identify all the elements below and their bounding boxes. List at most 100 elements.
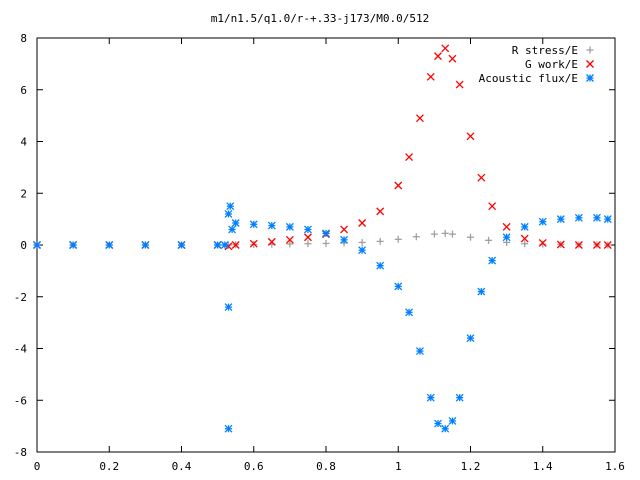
data-point bbox=[574, 213, 583, 222]
data-point bbox=[448, 230, 456, 238]
x-tick-label: 1.4 bbox=[533, 460, 553, 473]
chart-title: m1/n1.5/q1.0/r-+.33-j173/M0.0/512 bbox=[211, 12, 430, 25]
data-point bbox=[538, 238, 547, 247]
data-point bbox=[224, 424, 233, 433]
data-point bbox=[415, 347, 424, 356]
data-point bbox=[412, 233, 420, 241]
data-point bbox=[466, 334, 475, 343]
data-point bbox=[574, 241, 583, 249]
data-point bbox=[603, 241, 612, 249]
data-point bbox=[394, 235, 402, 243]
data-point bbox=[303, 225, 312, 234]
axis-tick-labels: 0 0.2 0.4 0.6 0.8 1 1.2 1.4 1.6 -8 -6 -4 -2 0 2 4 6 8 bbox=[14, 32, 625, 473]
y-tick-label: 8 bbox=[20, 32, 27, 45]
x-tick-label: 1.2 bbox=[461, 460, 481, 473]
y-tick-label: -6 bbox=[14, 394, 27, 407]
data-point bbox=[556, 240, 565, 249]
data-point bbox=[415, 114, 424, 123]
data-point bbox=[304, 240, 312, 248]
data-point bbox=[394, 181, 403, 190]
data-point bbox=[285, 235, 294, 244]
x-tick-label: 0.6 bbox=[244, 460, 264, 473]
series-2 bbox=[33, 202, 612, 433]
y-tick-label: 2 bbox=[20, 187, 27, 200]
legend-label: Acoustic flux/E bbox=[479, 72, 578, 85]
data-point bbox=[231, 219, 240, 227]
data-point bbox=[603, 215, 612, 224]
data-point bbox=[226, 202, 235, 211]
data-point bbox=[228, 225, 237, 234]
y-tick-label: 6 bbox=[20, 84, 27, 97]
y-tick-label: -8 bbox=[14, 446, 27, 459]
data-point bbox=[249, 239, 258, 248]
data-point bbox=[177, 241, 186, 249]
data-point bbox=[340, 235, 349, 244]
data-point bbox=[488, 256, 497, 265]
data-point bbox=[477, 173, 486, 182]
data-point bbox=[426, 72, 435, 81]
x-tick-label: 0.2 bbox=[99, 460, 119, 473]
legend-marker bbox=[586, 74, 594, 82]
legend-marker bbox=[586, 46, 594, 54]
data-point bbox=[358, 238, 366, 246]
data-points bbox=[33, 44, 612, 433]
data-point bbox=[434, 419, 442, 428]
data-point bbox=[592, 213, 601, 222]
data-point bbox=[441, 44, 450, 53]
legend-label: R stress/E bbox=[512, 44, 578, 57]
data-point bbox=[430, 230, 438, 238]
x-tick-label: 0 bbox=[34, 460, 41, 473]
x-tick-label: 0.4 bbox=[172, 460, 192, 473]
legend-marker bbox=[586, 60, 594, 68]
data-point bbox=[220, 241, 229, 249]
data-point bbox=[376, 261, 385, 270]
data-point bbox=[426, 393, 435, 402]
data-point bbox=[455, 393, 464, 402]
y-tick-label: -2 bbox=[14, 291, 27, 304]
legend-label: G work/E bbox=[525, 58, 578, 71]
data-point bbox=[592, 241, 601, 249]
data-point bbox=[358, 246, 367, 255]
data-point bbox=[224, 209, 233, 218]
data-point bbox=[441, 424, 450, 433]
data-point bbox=[520, 222, 529, 231]
data-point bbox=[358, 219, 367, 227]
data-point bbox=[488, 202, 497, 211]
data-point bbox=[521, 240, 529, 248]
data-point bbox=[434, 52, 442, 61]
data-point bbox=[405, 153, 414, 161]
data-point bbox=[33, 241, 41, 249]
data-point bbox=[539, 240, 547, 248]
data-point bbox=[376, 237, 384, 245]
data-point bbox=[231, 241, 240, 249]
data-point bbox=[322, 229, 330, 238]
data-point bbox=[441, 229, 449, 237]
data-point bbox=[105, 241, 114, 249]
data-point bbox=[249, 220, 258, 229]
data-point bbox=[538, 217, 547, 226]
data-point bbox=[213, 241, 222, 249]
axis-ticks bbox=[36, 37, 616, 453]
data-point bbox=[448, 54, 457, 63]
y-tick-label: -4 bbox=[14, 343, 28, 356]
data-point bbox=[520, 234, 529, 243]
y-tick-label: 0 bbox=[20, 239, 27, 252]
data-point bbox=[485, 236, 493, 244]
data-point bbox=[322, 239, 330, 247]
data-point bbox=[394, 282, 403, 291]
y-tick-label: 4 bbox=[20, 136, 27, 149]
data-point bbox=[285, 222, 294, 231]
data-point bbox=[267, 221, 276, 230]
data-point bbox=[376, 207, 385, 216]
data-point bbox=[467, 233, 474, 241]
x-tick-label: 1 bbox=[395, 460, 402, 473]
data-point bbox=[502, 233, 511, 242]
x-tick-label: 0.8 bbox=[316, 460, 336, 473]
x-tick-label: 1.6 bbox=[605, 460, 625, 473]
data-point bbox=[405, 308, 414, 317]
data-point bbox=[556, 215, 565, 224]
data-point bbox=[466, 132, 475, 141]
data-point bbox=[267, 237, 276, 246]
